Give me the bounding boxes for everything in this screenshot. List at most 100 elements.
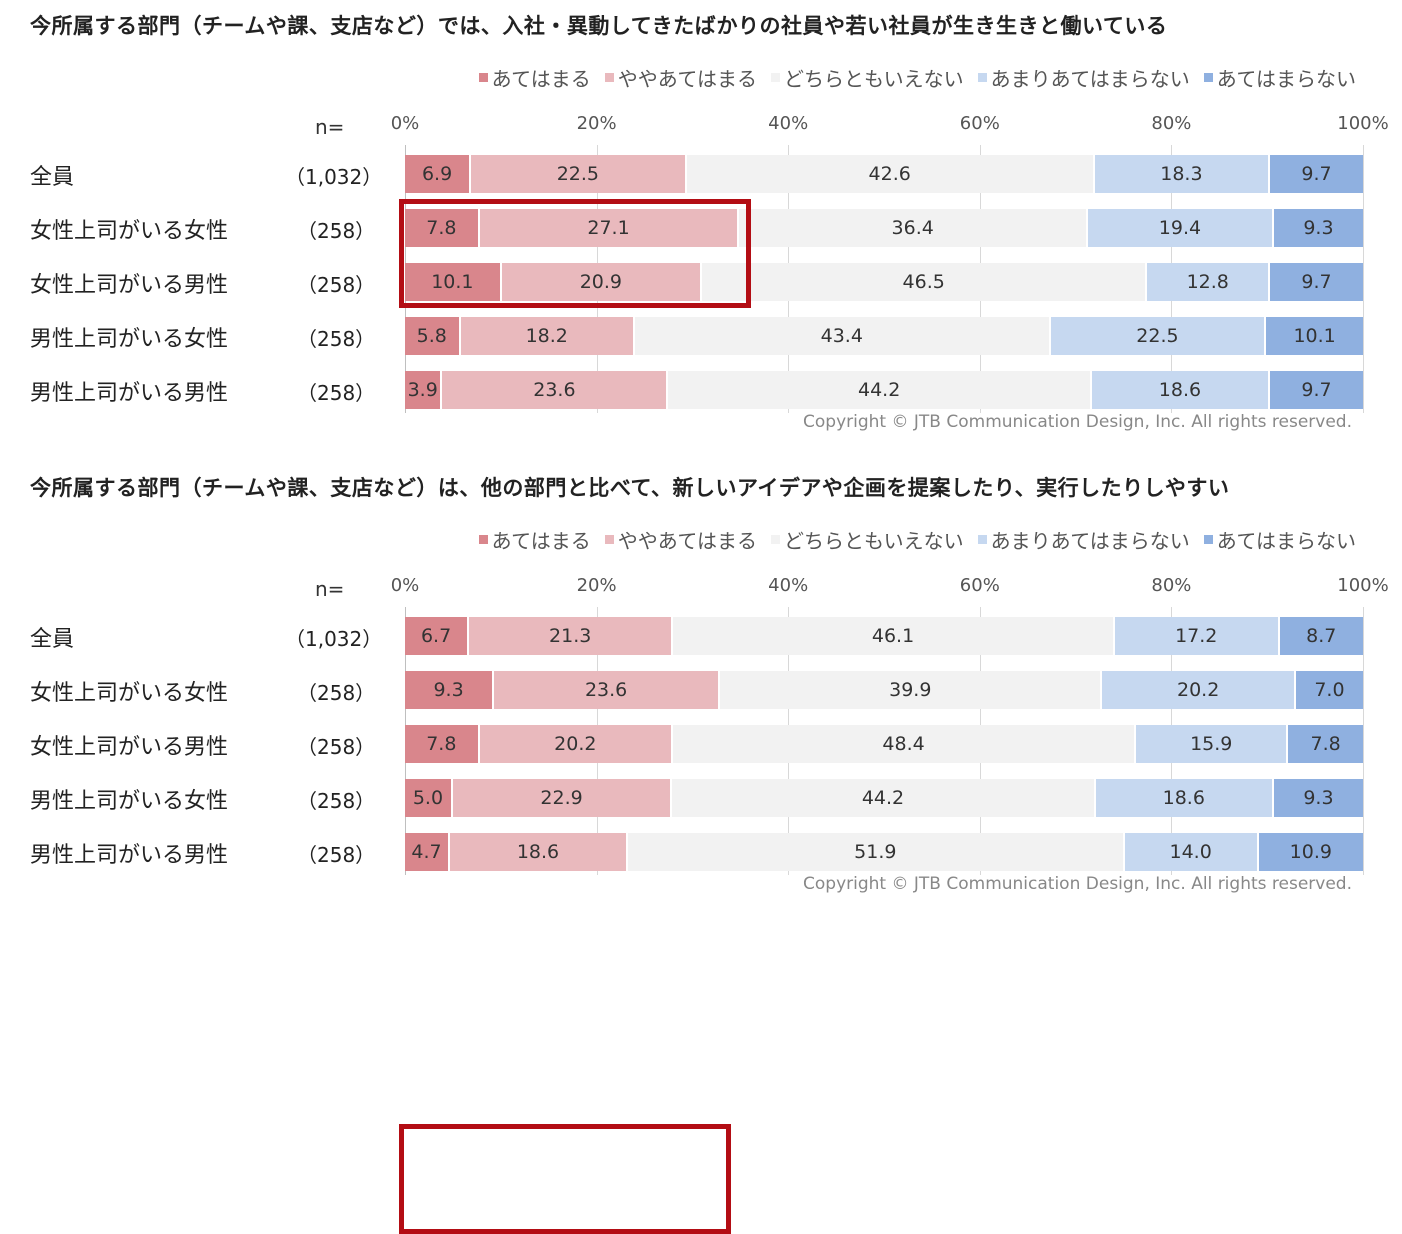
bar-segment: 10.1 [1266,317,1363,355]
row-label: 男性上司がいる女性 [30,789,229,814]
legend-swatch [977,535,987,544]
bar-segment: 46.5 [701,263,1148,301]
row-n: （258） [297,327,376,351]
bar-segment: 10.1 [405,263,502,301]
row-label: 女性上司がいる女性 [30,681,229,706]
chart-legend: あてはまる ややあてはまる どちらともいえない あまりあてはまらない あてはまらない [478,525,1356,554]
legend-label: あてはまらない [1216,529,1356,553]
legend-swatch [478,73,488,82]
legend-swatch [1203,535,1213,544]
stacked-bar: 3.9 23.6 44.2 18.6 9.7 [405,371,1363,409]
x-tick-label: 40% [768,113,809,134]
stacked-bar: 6.7 21.3 46.1 17.2 8.7 [405,617,1363,655]
legend-label: あてはまる [491,67,591,91]
chart-panel: 今所属する部門（チームや課、支店など）では、入社・異動してきたばかりの社員や若い… [0,0,1402,456]
row-label: 男性上司がいる女性 [30,327,229,352]
row-label: 女性上司がいる女性 [30,219,229,244]
copyright-text: Copyright © JTB Communication Design, In… [803,874,1352,894]
bar-segment: 20.9 [501,263,702,301]
bar-segment: 15.9 [1136,725,1289,763]
row-n: （258） [297,273,376,297]
stacked-bar: 4.7 18.6 51.9 14.0 10.9 [405,833,1363,871]
x-tick-label: 100% [1337,113,1389,134]
bar-segment: 9.7 [1270,155,1363,193]
bar-segment: 27.1 [479,209,740,247]
bar-segment: 42.6 [686,155,1095,193]
bar-segment: 17.2 [1114,617,1280,655]
bar-segment: 44.2 [672,779,1096,817]
legend-label: ややあてはまる [617,529,757,553]
bar-segment: 48.4 [672,725,1137,763]
bar-segment: 9.3 [1273,209,1363,247]
bar-segment: 9.3 [1273,779,1363,817]
bar-segment: 8.7 [1279,617,1363,655]
legend-label: どちらともいえない [783,529,964,553]
stacked-bar: 5.0 22.9 44.2 18.6 9.3 [405,779,1363,817]
legend-label: どちらともいえない [783,67,964,91]
row-n: （258） [297,219,376,243]
bar-segment: 43.4 [634,317,1051,355]
bar-segment: 18.6 [1095,779,1274,817]
bar-segment: 4.7 [405,833,450,871]
bar-segment: 9.7 [1270,371,1363,409]
x-tick-label: 20% [576,575,617,596]
x-tick-label: 80% [1151,575,1192,596]
row-n: （258） [297,843,376,867]
bar-segment: 12.8 [1147,263,1271,301]
stacked-bar: 10.1 20.9 46.5 12.8 9.7 [405,263,1363,301]
legend-item: どちらともいえない [770,63,964,92]
legend-item: あてはまらない [1203,63,1356,92]
legend-swatch [478,535,488,544]
legend-label: あてはまる [491,529,591,553]
bar-segment: 22.9 [452,779,673,817]
bar-segment: 39.9 [720,671,1103,709]
gridline [1363,145,1364,413]
legend-swatch [977,73,987,82]
row-label: 全員 [30,165,75,190]
x-tick-label: 0% [390,575,420,596]
row-n: （258） [297,789,376,813]
stacked-bar: 6.9 22.5 42.6 18.3 9.7 [405,155,1363,193]
bar-segment: 14.0 [1124,833,1259,871]
bar-segment: 23.6 [494,671,721,709]
legend-label: あまりあてはまらない [990,67,1190,91]
bar-segment: 22.5 [1050,317,1267,355]
chart-title: 今所属する部門（チームや課、支店など）では、入社・異動してきたばかりの社員や若い… [30,14,1168,38]
stacked-bar: 7.8 20.2 48.4 15.9 7.8 [405,725,1363,763]
x-tick-label: 100% [1337,575,1389,596]
legend-label: あてはまらない [1216,67,1356,91]
bar-segment: 19.4 [1088,209,1274,247]
x-tick-label: 20% [576,113,617,134]
legend-item: あてはまらない [1203,525,1356,554]
legend-swatch [604,73,614,82]
chart-legend: あてはまる ややあてはまる どちらともいえない あまりあてはまらない あてはまらない [478,63,1356,92]
row-n: （1,032） [285,165,383,189]
bar-segment: 18.6 [449,833,628,871]
bar-segment: 7.8 [405,209,480,247]
bar-segment: 9.3 [405,671,495,709]
row-n: （258） [297,735,376,759]
bar-segment: 9.7 [1270,263,1363,301]
x-tick-label: 60% [959,575,1000,596]
bar-segment: 44.2 [668,371,1092,409]
legend-item: ややあてはまる [604,525,757,554]
row-n: （258） [297,681,376,705]
stacked-bar: 5.8 18.2 43.4 22.5 10.1 [405,317,1363,355]
bar-segment: 51.9 [627,833,1125,871]
bar-segment: 7.8 [405,725,480,763]
bar-segment: 18.6 [1091,371,1271,409]
legend-item: あてはまる [478,525,591,554]
row-label: 全員 [30,627,75,652]
bar-segment: 7.0 [1295,671,1363,709]
n-label: n= [315,577,345,601]
row-label: 女性上司がいる男性 [30,273,229,298]
bar-segment: 22.5 [471,155,687,193]
copyright-text: Copyright © JTB Communication Design, In… [803,412,1352,432]
legend-item: あまりあてはまらない [977,63,1190,92]
bar-segment: 18.3 [1094,155,1271,193]
bar-segment: 3.9 [405,371,443,409]
bar-segment: 23.6 [442,371,669,409]
bar-segment: 36.4 [739,209,1089,247]
row-label: 男性上司がいる男性 [30,843,229,868]
bar-segment: 20.2 [479,725,673,763]
